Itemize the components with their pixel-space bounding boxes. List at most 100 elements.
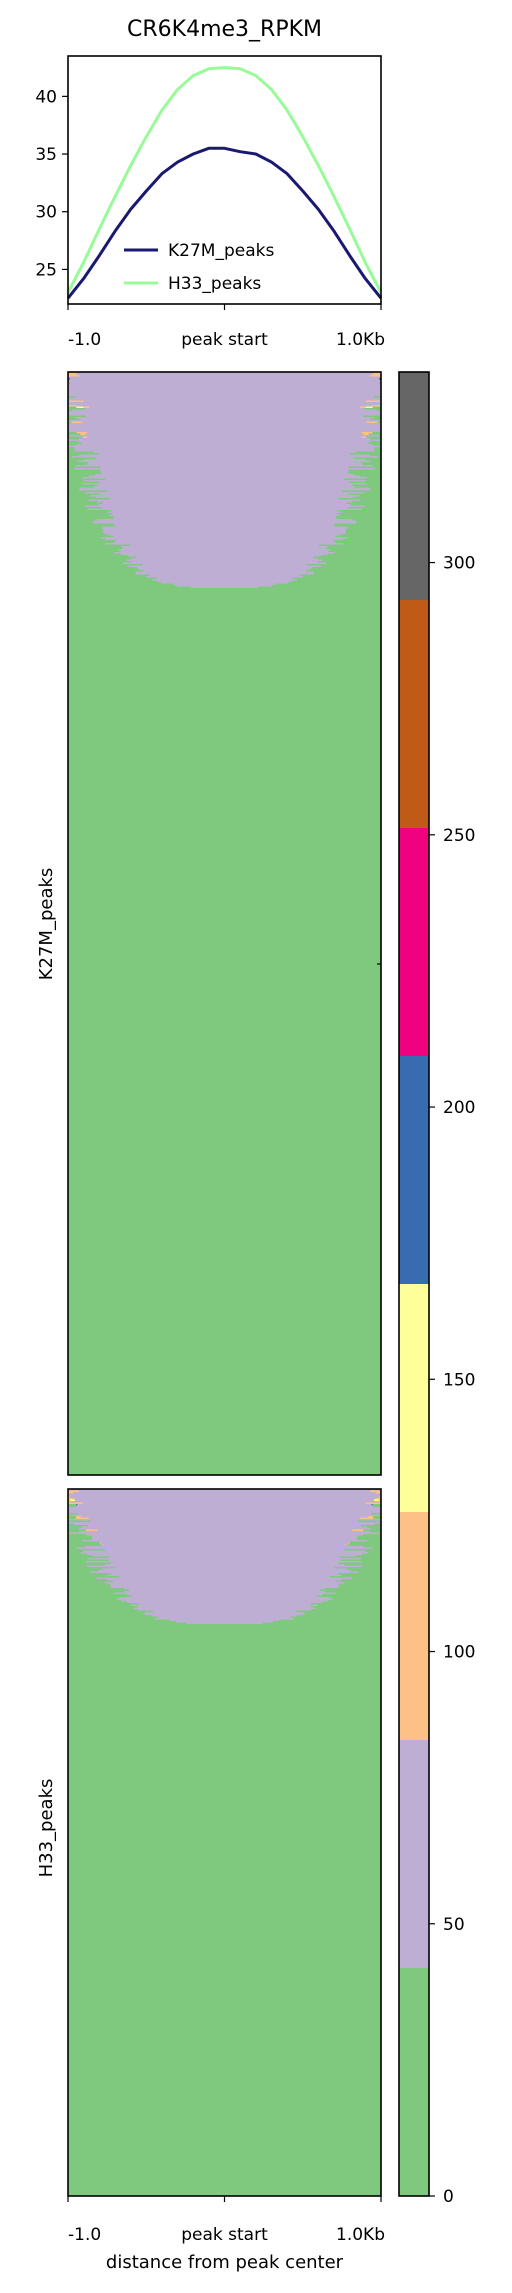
- heatmap-k27m-cell: [113, 517, 336, 519]
- heatmap-k27m-cell: [113, 535, 336, 537]
- heatmap-x-ticks: -1.0 peak start 1.0Kb: [67, 2196, 385, 2245]
- x-tick-label: peak start: [181, 330, 268, 350]
- heatmap-h33-cell: [78, 1528, 371, 1530]
- heatmap-h33-cell: [107, 1579, 342, 1581]
- heatmap-h33-cell: [73, 1492, 376, 1494]
- heatmap-k27m-cell: [102, 531, 347, 533]
- heatmap-h33-cell: [92, 1538, 357, 1540]
- profile-lines: [66, 66, 383, 300]
- heatmap-k27m-cell: [79, 375, 370, 377]
- heatmap-h33-cell: [175, 1621, 274, 1623]
- heatmap-h33-cell: [68, 1495, 381, 1497]
- heatmap-k27m-ylabel: K27M_peaks: [36, 868, 57, 981]
- heatmap-h33-cell: [116, 1598, 333, 1600]
- heatmap-k27m-cell: [68, 379, 381, 381]
- heatmap-h33-cell: [124, 1591, 325, 1593]
- heatmap-h33-cell: [98, 1570, 351, 1572]
- legend: K27M_peaks H33_peaks: [124, 241, 274, 294]
- colorbar-ticks: 0 50 100 150 200 250 300: [429, 554, 475, 2207]
- heatmap-k27m-cell: [68, 429, 381, 431]
- heatmap-h33-cell: [119, 1597, 330, 1599]
- heatmap-h33-cell: [87, 1565, 362, 1567]
- heatmap-h33-cell: [77, 1504, 372, 1506]
- heatmap-k27m-cell: [99, 481, 350, 483]
- heatmap-k27m-cell: [105, 538, 344, 540]
- heatmap-k27m-cell: [74, 450, 375, 452]
- heatmap-h33-cell: [137, 1606, 312, 1608]
- colorbar-tick-label: 150: [443, 1370, 475, 1390]
- heatmap-k27m-cell: [92, 522, 357, 524]
- colorbar-bin: [399, 600, 429, 828]
- heatmap-k27m-cell: [131, 561, 318, 563]
- colorbar-tick-label: 250: [443, 826, 475, 846]
- heatmap-h33-cell: [169, 1619, 280, 1621]
- heatmap-k27m-cell: [111, 510, 338, 512]
- colorbar-tick-label: 50: [443, 1915, 465, 1935]
- heatmap-k27m-cell: [68, 414, 381, 416]
- heatmap-k27m-cell: [95, 457, 354, 459]
- heatmap-k27m-cell: [96, 496, 353, 498]
- colorbar-bin: [399, 1968, 429, 2196]
- heatmap-h33-cell: [91, 1520, 358, 1522]
- heatmap-h33-cell: [110, 1562, 339, 1564]
- heatmap-h33-panel: H33_peaks: [36, 1488, 382, 2197]
- heatmap-h33-cell: [119, 1576, 330, 1578]
- heatmap-h33-cell: [82, 1526, 368, 1528]
- heatmap-k27m-cell: [100, 537, 349, 539]
- heatmap-h33-cell: [145, 1612, 304, 1614]
- colorbar-tick-label: 0: [443, 2187, 454, 2207]
- heatmap-k27m-cell: [79, 487, 370, 489]
- heatmap-h33-cell: [109, 1556, 340, 1558]
- heatmap-h33-cell: [108, 1559, 341, 1561]
- heatmap-k27m-cell: [173, 583, 276, 585]
- heatmap-k27m-cell: [100, 493, 349, 495]
- heatmap-h33-cell: [129, 1589, 320, 1591]
- heatmap-h33-cell: [74, 1523, 375, 1525]
- heatmap-k27m-cell: [83, 459, 366, 461]
- heatmap-h33-cell: [68, 1508, 381, 1510]
- profile-plot: 25 30 35 40 -1.0 peak start 1.0Kb K27M_peaks …: [35, 55, 385, 350]
- heatmap-k27m-cell: [98, 453, 351, 455]
- heatmap-h33-cell: [92, 1555, 357, 1557]
- heatmap-k27m-cell: [74, 468, 375, 470]
- heatmap-h33-cell: [158, 1616, 291, 1618]
- heatmap-h33-cell: [68, 1493, 381, 1495]
- heatmap-k27m-cell: [131, 558, 318, 560]
- heatmap-k27m-cell: [68, 423, 381, 425]
- heatmap-k27m-cell: [68, 403, 381, 405]
- heatmap-h33-cell: [91, 1535, 358, 1537]
- heatmap-h33-cell: [85, 1534, 364, 1536]
- heatmap-h33-cell: [110, 1586, 339, 1588]
- colorbar-bin: [399, 1512, 429, 1740]
- heatmap-k27m-cell: [68, 412, 381, 414]
- colorbar-bin: [399, 828, 429, 1056]
- heatmap-h33-cell: [134, 1607, 315, 1609]
- heatmap-h33-cell: [80, 1516, 369, 1518]
- heatmap-k27m-cell: [112, 513, 337, 515]
- heatmap-h33-ylabel: H33_peaks: [36, 1779, 57, 1878]
- heatmap-k27m-cell: [84, 492, 365, 494]
- heatmap-k27m-cell: [68, 420, 381, 422]
- heatmap-k27m: [68, 372, 381, 1475]
- colorbar-tick-label: 300: [443, 554, 475, 574]
- heatmap-h33-cell: [69, 1532, 380, 1534]
- heatmap-k27m-cell: [87, 436, 362, 438]
- heatmap-k27m-cell: [113, 541, 336, 543]
- heatmap-k27m-cell: [68, 427, 381, 429]
- colorbar-frame: [398, 371, 430, 2197]
- heatmap-k27m-cell: [149, 574, 300, 576]
- heatmap-k27m-cell: [143, 570, 306, 572]
- heatmap-h33: [68, 1489, 381, 2196]
- profile-y-ticks: 25 30 35 40: [35, 87, 68, 280]
- heatmap-h33-cell: [104, 1582, 345, 1584]
- heatmap-h33-cell: [102, 1568, 347, 1570]
- heatmap-h33-cell: [121, 1600, 328, 1602]
- heatmap-k27m-cell: [94, 474, 355, 476]
- heatmap-h33-cell: [79, 1531, 370, 1533]
- heatmap-k27m-cell: [101, 528, 348, 530]
- series-line-h33: [66, 66, 383, 294]
- heatmap-k27m-cell: [146, 576, 303, 578]
- heatmap-k27m-cell: [176, 585, 273, 587]
- heatmap-h33-cell: [68, 1507, 381, 1509]
